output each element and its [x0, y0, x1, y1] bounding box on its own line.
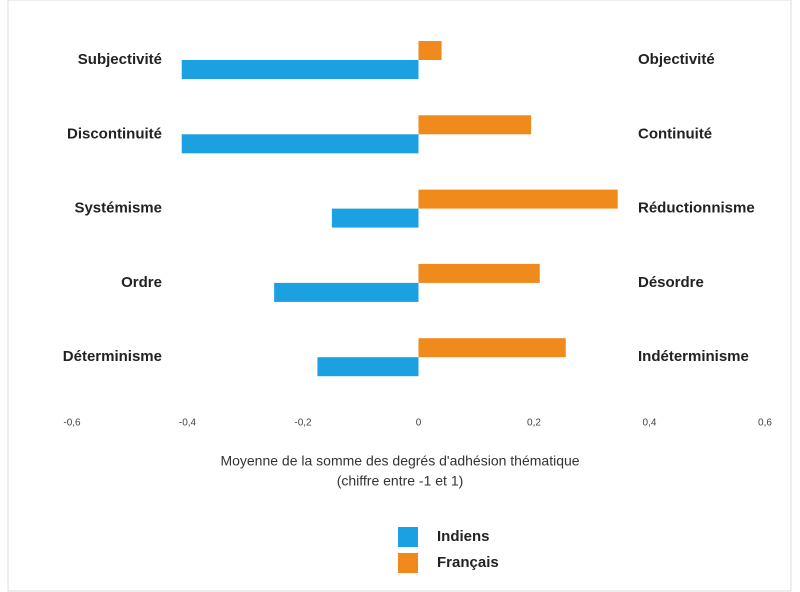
bar — [317, 357, 419, 377]
legend-label: Français — [437, 554, 499, 571]
bar — [418, 338, 566, 358]
bar — [331, 208, 419, 228]
legend-swatch — [398, 553, 418, 573]
x-tick-label: 0,2 — [527, 418, 541, 429]
x-tick-label: 0,6 — [758, 418, 772, 429]
x-tick-label: -0,6 — [63, 418, 81, 429]
x-axis-label: (chiffre entre -1 et 1) — [337, 473, 464, 489]
category-label: Déterminisme — [63, 348, 162, 365]
category-label-right: Indéterminisme — [638, 348, 749, 365]
bar — [418, 115, 532, 135]
frame — [7, 0, 792, 592]
category-label-right: Désordre — [638, 274, 704, 291]
x-tick-label: -0,4 — [179, 418, 197, 429]
legend-swatch — [398, 527, 418, 547]
category-label-right: Continuité — [638, 125, 712, 142]
x-tick-label: 0 — [416, 418, 422, 429]
category-label: Discontinuité — [67, 125, 162, 142]
bar — [274, 282, 419, 302]
legend-label: Indiens — [437, 528, 490, 545]
x-tick-label: 0,4 — [643, 418, 657, 429]
x-axis-label: Moyenne de la somme des degrés d'adhésio… — [220, 453, 579, 469]
bar — [181, 60, 419, 79]
x-tick-label: -0,2 — [294, 418, 312, 429]
category-label-right: Réductionnisme — [638, 200, 755, 217]
category-label: Subjectivité — [78, 51, 162, 68]
bar — [418, 263, 540, 283]
bar — [418, 189, 618, 209]
category-label: Ordre — [121, 274, 162, 291]
bar — [418, 41, 442, 60]
category-label: Systémisme — [74, 200, 162, 217]
bar — [181, 134, 419, 154]
category-label-right: Objectivité — [638, 51, 715, 68]
